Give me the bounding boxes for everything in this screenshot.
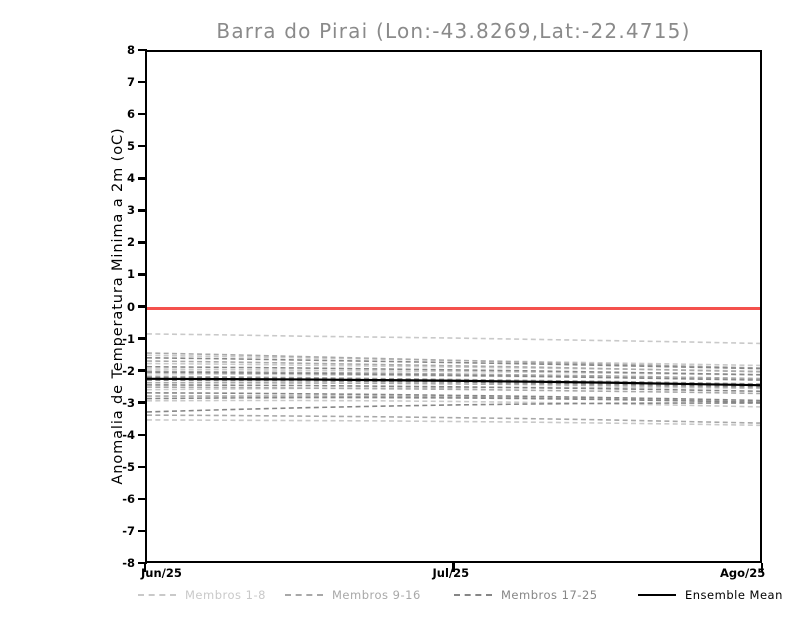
x-tick-label: Jun/25 bbox=[141, 566, 182, 580]
legend-item[interactable]: Ensemble Mean bbox=[638, 586, 783, 604]
series-line bbox=[147, 333, 760, 345]
legend: Membros 1-8 Membros 9-16 Membros 17-25 Ense… bbox=[133, 586, 782, 606]
y-tick bbox=[138, 112, 147, 116]
y-tick-label: -3 bbox=[122, 395, 135, 410]
series-line bbox=[147, 371, 760, 381]
legend-swatch-icon bbox=[285, 594, 323, 596]
series-lines bbox=[147, 333, 760, 427]
y-tick-label: 7 bbox=[126, 75, 135, 90]
x-tick bbox=[760, 563, 764, 572]
series-line bbox=[147, 370, 760, 380]
y-tick-label: -8 bbox=[122, 556, 135, 570]
x-tick-label: Ago/25 bbox=[720, 566, 766, 580]
y-tick bbox=[138, 305, 147, 308]
x-tick bbox=[452, 563, 455, 572]
y-tick-label: 4 bbox=[126, 171, 135, 186]
series-line bbox=[147, 396, 760, 404]
y-tick bbox=[138, 497, 147, 501]
series-line bbox=[147, 386, 760, 391]
y-tick-label: 3 bbox=[126, 203, 135, 218]
series-line bbox=[147, 392, 760, 402]
y-tick bbox=[138, 337, 147, 340]
legend-label: Ensemble Mean bbox=[685, 588, 783, 602]
legend-label: Membros 1-8 bbox=[185, 588, 266, 602]
y-tick-label: -4 bbox=[122, 427, 135, 442]
y-tick bbox=[138, 144, 147, 148]
legend-swatch-icon bbox=[638, 594, 676, 596]
series-line bbox=[147, 352, 760, 369]
y-tick-label: 6 bbox=[126, 107, 135, 122]
y-tick bbox=[138, 561, 147, 565]
series-line bbox=[147, 357, 760, 370]
legend-swatch-icon bbox=[138, 594, 176, 596]
zero-reference-line bbox=[147, 307, 760, 310]
y-tick-label: 1 bbox=[126, 267, 135, 282]
y-tick bbox=[138, 209, 147, 212]
series-line bbox=[147, 419, 760, 427]
legend-label: Membros 17-25 bbox=[501, 588, 598, 602]
y-tick bbox=[138, 401, 147, 404]
y-tick bbox=[138, 465, 147, 469]
y-tick-label: 5 bbox=[126, 139, 135, 154]
series-line bbox=[147, 360, 760, 373]
legend-item[interactable]: Membros 17-25 bbox=[454, 586, 598, 604]
y-tick-label: -5 bbox=[122, 459, 135, 474]
legend-item[interactable]: Membros 9-16 bbox=[285, 586, 421, 604]
series-line bbox=[147, 379, 760, 388]
x-tick-label: Jul/25 bbox=[432, 566, 470, 580]
series-line bbox=[147, 402, 760, 413]
y-tick bbox=[138, 48, 147, 52]
y-tick bbox=[138, 369, 147, 372]
series-line bbox=[147, 354, 760, 367]
y-tick bbox=[138, 241, 147, 244]
legend-swatch-icon bbox=[454, 594, 492, 596]
y-tick-label: -1 bbox=[122, 331, 135, 346]
series-line bbox=[147, 365, 760, 376]
y-tick bbox=[138, 273, 147, 276]
series-line bbox=[147, 381, 760, 389]
y-tick bbox=[138, 177, 147, 180]
y-tick-label: 2 bbox=[126, 235, 135, 250]
y-tick-label: -7 bbox=[122, 523, 135, 538]
series-line bbox=[147, 384, 760, 393]
legend-item[interactable]: Membros 1-8 bbox=[138, 586, 266, 604]
plot-inner bbox=[147, 52, 760, 561]
page-title: Barra do Pirai (Lon:-43.8269,Lat:-22.471… bbox=[216, 19, 691, 43]
y-tick-label: 8 bbox=[126, 43, 135, 57]
series-line bbox=[147, 386, 760, 395]
y-tick bbox=[138, 433, 147, 436]
legend-label: Membros 9-16 bbox=[332, 588, 421, 602]
series-line bbox=[147, 377, 760, 387]
x-tick bbox=[143, 563, 147, 572]
y-tick-label: -2 bbox=[122, 363, 135, 378]
y-tick bbox=[138, 80, 147, 84]
plot-area bbox=[145, 50, 762, 563]
y-tick-label: 0 bbox=[126, 299, 135, 314]
series-line bbox=[147, 414, 760, 424]
y-tick-label: -6 bbox=[122, 491, 135, 506]
y-tick bbox=[138, 529, 147, 533]
series-line bbox=[147, 399, 760, 408]
